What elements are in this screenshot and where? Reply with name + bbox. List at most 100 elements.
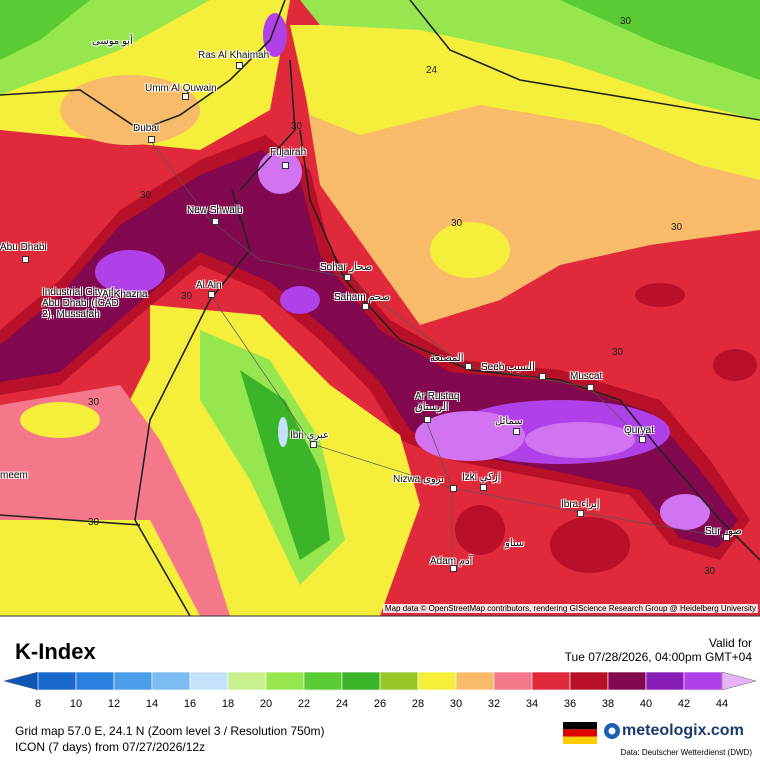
colorbar-tick-label: 36: [563, 698, 577, 710]
place-marker: [577, 510, 584, 517]
colorbar-swatch: [721, 671, 757, 691]
colorbar: [3, 671, 757, 691]
colorbar-tick-label: 20: [259, 698, 273, 710]
data-source: Data: Deutscher Wetterdienst (DWD): [620, 748, 752, 757]
place-marker: [344, 274, 351, 281]
place-marker: [182, 93, 189, 100]
colorbar-tick-label: 24: [335, 698, 349, 710]
place-label: Industrial City of Abu Dhabi (ICAD 2), M…: [42, 287, 119, 320]
colorbar-swatch: [151, 671, 191, 691]
place-marker: [362, 303, 369, 310]
place-marker: [208, 291, 215, 298]
colorbar-tick-label: 18: [221, 698, 235, 710]
place-label: Muscat: [570, 371, 603, 382]
place-marker: [282, 162, 289, 169]
colorbar-tick-label: 14: [145, 698, 159, 710]
valid-time: Tue 07/28/2026, 04:00pm GMT+04: [564, 650, 752, 664]
place-label: Sohar صحار: [320, 262, 373, 273]
place-label: Seeb السيب: [481, 362, 535, 373]
place-label: New Shwaib: [187, 205, 243, 216]
place-marker: [450, 565, 457, 572]
place-label: Izki إزكي: [462, 472, 501, 483]
colorbar-swatch: [75, 671, 115, 691]
contour-label: 30: [140, 190, 152, 201]
colorbar-tick-label: 34: [525, 698, 539, 710]
contour-label: 30: [612, 347, 624, 358]
colorbar-swatch: [265, 671, 305, 691]
place-label: Ras Al Khaimah: [198, 50, 270, 61]
place-label: Ar Rustaq الرستاق: [415, 391, 460, 413]
attribution: Map data © OpenStreetMap contributors, r…: [382, 604, 758, 613]
colorbar-tick-label: 22: [297, 698, 311, 710]
grid-info: Grid map 57.0 E, 24.1 N (Zoom level 3 / …: [15, 724, 325, 738]
colorbar-swatch: [569, 671, 609, 691]
colorbar-swatch: [189, 671, 229, 691]
model-info: ICON (7 days) from 07/27/2026/12z: [15, 740, 206, 754]
place-marker: [513, 428, 520, 435]
colorbar-swatch: [493, 671, 533, 691]
flag: [563, 722, 597, 744]
place-marker: [236, 62, 243, 69]
contour-label: 30: [88, 397, 100, 408]
valid-label: Valid for: [708, 636, 752, 650]
place-marker: [723, 534, 730, 541]
colorbar-swatch: [113, 671, 153, 691]
colorbar-tick-label: 38: [601, 698, 615, 710]
colorbar-tick-label: 40: [639, 698, 653, 710]
colorbar-tick-label: 32: [487, 698, 501, 710]
place-label: Umm Al Quwain: [145, 83, 217, 94]
place-label: Sur صور: [705, 526, 742, 537]
place-marker: [310, 441, 317, 448]
contour-label: 30: [291, 121, 303, 132]
colorbar-tick-label: 12: [107, 698, 121, 710]
place-marker: [587, 384, 594, 391]
colorbar-swatch: [455, 671, 495, 691]
colorbar-swatch: [683, 671, 723, 691]
map-title: K-Index: [15, 639, 96, 664]
place-label: Abu Dhabi: [0, 242, 47, 253]
contour-label: 30: [620, 16, 632, 27]
colorbar-swatch: [607, 671, 647, 691]
place-label: Ibra إبراء: [561, 499, 600, 510]
colorbar-swatch: [531, 671, 571, 691]
colorbar-swatch: [341, 671, 381, 691]
colorbar-swatch: [37, 671, 77, 691]
place-label: Ibri عبري: [290, 430, 330, 441]
place-label: Quryat: [624, 425, 655, 436]
place-label: Dubai: [133, 123, 160, 134]
place-marker: [22, 256, 29, 263]
place-label: Fujairah: [270, 147, 307, 158]
place-label: Adam آدم: [430, 556, 473, 567]
colorbar-tick-label: 42: [677, 698, 691, 710]
colorbar-tick-label: 28: [411, 698, 425, 710]
place-label: Nizwa نزوى: [393, 474, 444, 485]
colorbar-tick-label: 16: [183, 698, 197, 710]
place-label: سناو: [505, 538, 525, 549]
colorbar-tick-label: 8: [34, 698, 42, 710]
place-marker: [539, 373, 546, 380]
contour-label: 24: [426, 65, 438, 76]
contour-label: 30: [671, 222, 683, 233]
contour-label: 30: [181, 291, 193, 302]
colorbar-swatch: [379, 671, 419, 691]
place-marker: [424, 416, 431, 423]
place-label: Al Ain: [196, 280, 222, 291]
place-label: أبو موسى: [92, 36, 133, 47]
colorbar-tick-label: 26: [373, 698, 387, 710]
place-marker: [212, 218, 219, 225]
contour-label: 30: [704, 566, 716, 577]
place-marker: [148, 136, 155, 143]
contour-label: 30: [451, 218, 463, 229]
colorbar-swatch: [645, 671, 685, 691]
place-marker: [639, 436, 646, 443]
place-marker: [450, 485, 457, 492]
colorbar-swatch: [3, 671, 39, 691]
colorbar-tick-label: 44: [715, 698, 729, 710]
colorbar-swatch: [303, 671, 343, 691]
place-label: سمائل: [495, 416, 523, 427]
logo-icon: [604, 723, 620, 739]
brand: meteologix.com: [622, 722, 744, 739]
place-label: Al Khazna: [102, 289, 148, 300]
